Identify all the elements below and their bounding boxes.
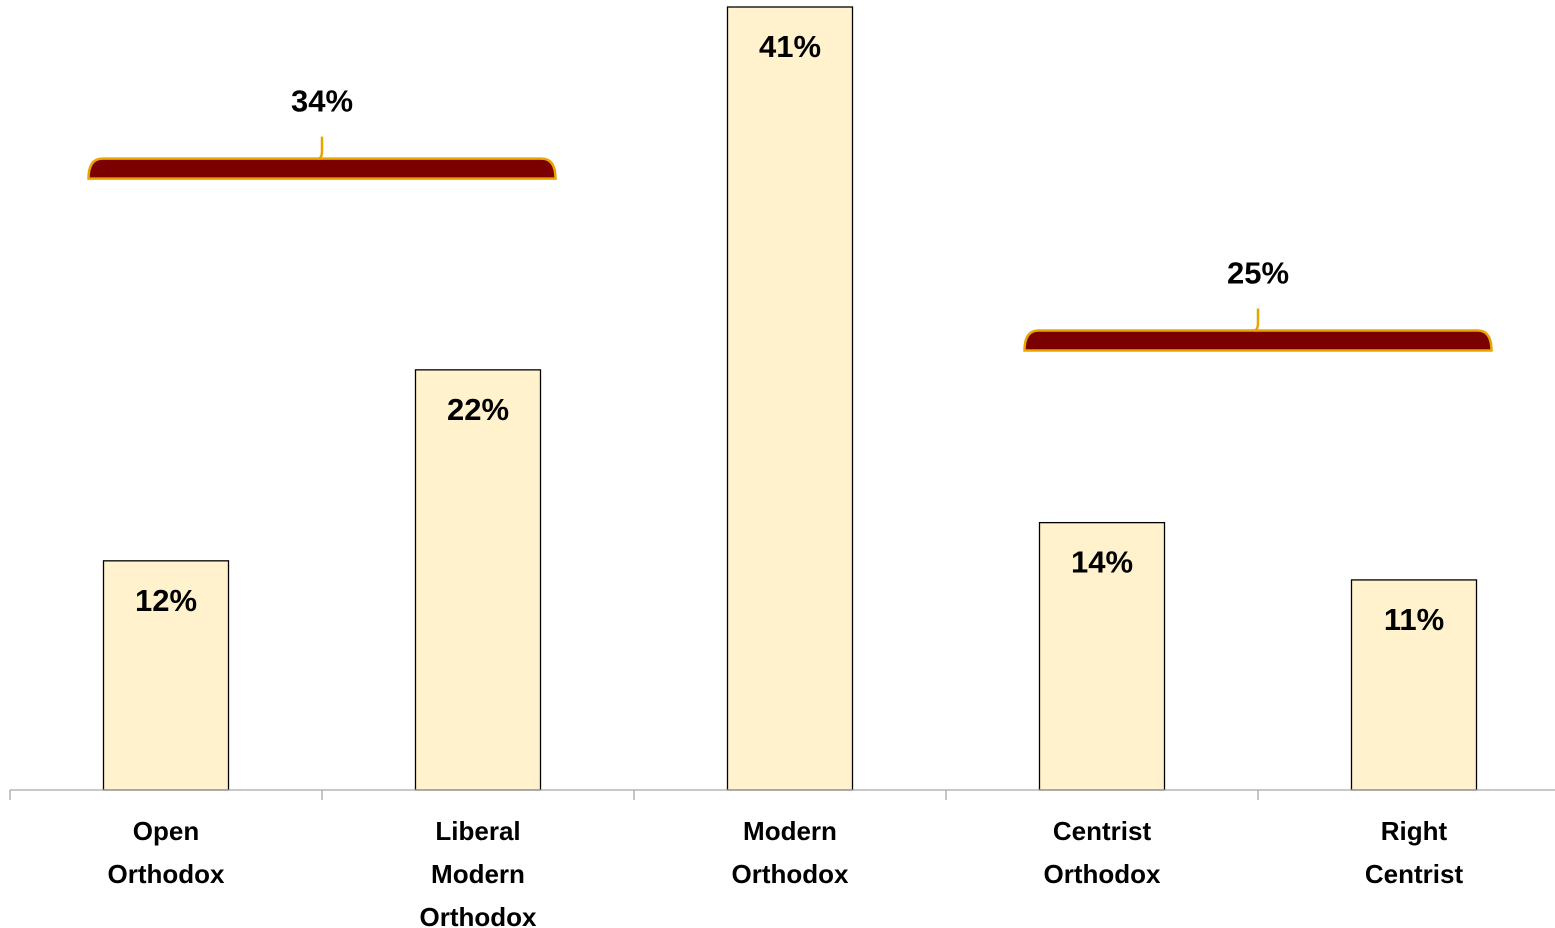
- bars-layer: [102, 6, 1478, 791]
- group-brackets: [87, 136, 1493, 352]
- bar-value-label-3: 14%: [1071, 545, 1133, 580]
- bar-value-label-1: 22%: [447, 392, 509, 427]
- category-label-line: Centrist: [1053, 816, 1152, 846]
- bracket-tip: [1253, 308, 1260, 332]
- bracket-tip: [317, 136, 324, 160]
- category-label-line: Right: [1381, 816, 1448, 846]
- bar-value-label-2: 41%: [759, 29, 821, 64]
- category-label-1: Liberal Modern Orthodox: [420, 816, 538, 928]
- category-label-3: Centrist Orthodox: [1044, 816, 1162, 889]
- category-label-line: Liberal: [435, 816, 520, 846]
- labels-layer: 12% 22% 41% 14% 11% Open Orthodox Liberal Modern…: [108, 29, 1464, 928]
- bar-value-label-4: 11%: [1384, 602, 1444, 637]
- category-label-line: Orthodox: [108, 859, 226, 889]
- bracket-bar: [1023, 329, 1493, 352]
- category-label-line: Modern: [743, 816, 837, 846]
- bar-value-label-0: 12%: [135, 583, 197, 618]
- category-label-line: Orthodox: [1044, 859, 1162, 889]
- bar-3: [1038, 521, 1166, 791]
- category-label-2: Modern Orthodox: [732, 816, 850, 889]
- bracket-value-label-1: 25%: [1227, 256, 1289, 291]
- category-label-line: Open: [133, 816, 199, 846]
- group-bracket-0: [87, 136, 557, 180]
- category-label-line: Centrist: [1365, 859, 1464, 889]
- bar-2: [726, 6, 854, 791]
- bar-4: [1350, 579, 1478, 791]
- category-label-4: Right Centrist: [1365, 816, 1464, 889]
- bracket-bar: [87, 157, 557, 180]
- bar-1: [414, 369, 542, 791]
- category-label-line: Orthodox: [732, 859, 850, 889]
- category-label-line: Modern: [431, 859, 525, 889]
- bracket-value-label-0: 34%: [291, 84, 353, 119]
- category-label-line: Orthodox: [420, 902, 538, 928]
- group-bracket-1: [1023, 308, 1493, 352]
- x-axis: [9, 789, 1555, 800]
- category-label-0: Open Orthodox: [108, 816, 226, 889]
- bar-0: [102, 560, 230, 791]
